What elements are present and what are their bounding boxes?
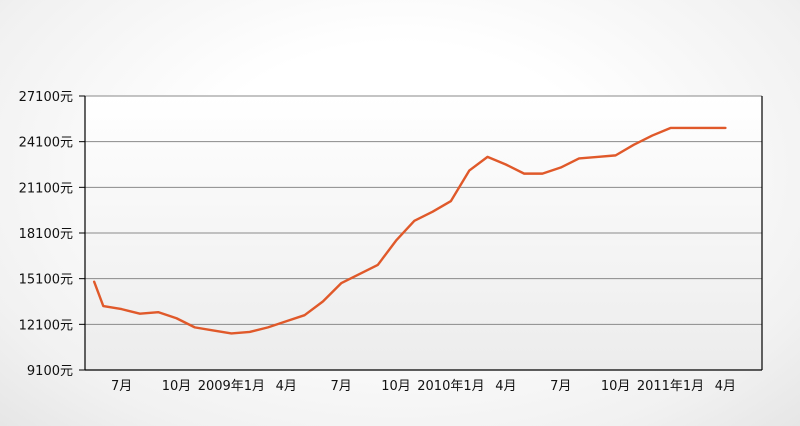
grid-lines bbox=[85, 95, 762, 325]
x-axis-labels: 7月 10月 2009年1月 4月 7月 10月 2010年1月 4月 7月 10月 2011年1月… bbox=[111, 379, 736, 394]
y-tick-label: 9100元 bbox=[27, 364, 73, 379]
x-tick-label: 2009年1月 bbox=[198, 379, 265, 394]
x-tick-label: 4月 bbox=[715, 379, 736, 394]
x-tick-label: 10月 bbox=[381, 379, 411, 394]
x-tick-label: 10月 bbox=[162, 379, 192, 394]
x-tick-label: 2011年1月 bbox=[637, 379, 704, 394]
y-axis-labels: 9100元 12100元 15100元 18100元 21100元 24100元 27100… bbox=[19, 90, 73, 379]
y-tick-label: 15100元 bbox=[19, 273, 73, 288]
x-tick-label: 4月 bbox=[276, 379, 297, 394]
x-tick-label: 2010年1月 bbox=[417, 379, 484, 394]
x-tick-label: 4月 bbox=[495, 379, 516, 394]
x-tick-label: 7月 bbox=[111, 379, 132, 394]
y-tick-label: 12100元 bbox=[19, 318, 73, 333]
x-tick-label: 10月 bbox=[601, 379, 631, 394]
y-tick-label: 18100元 bbox=[19, 227, 73, 242]
x-tick-label: 7月 bbox=[331, 379, 352, 394]
y-tick-label: 24100元 bbox=[19, 136, 73, 151]
x-tick-label: 7月 bbox=[550, 379, 571, 394]
y-tick-label: 21100元 bbox=[19, 181, 73, 196]
y-tick-label: 27100元 bbox=[19, 90, 73, 105]
series-line bbox=[92, 126, 727, 335]
axes bbox=[79, 95, 763, 371]
series-layer bbox=[92, 126, 727, 335]
